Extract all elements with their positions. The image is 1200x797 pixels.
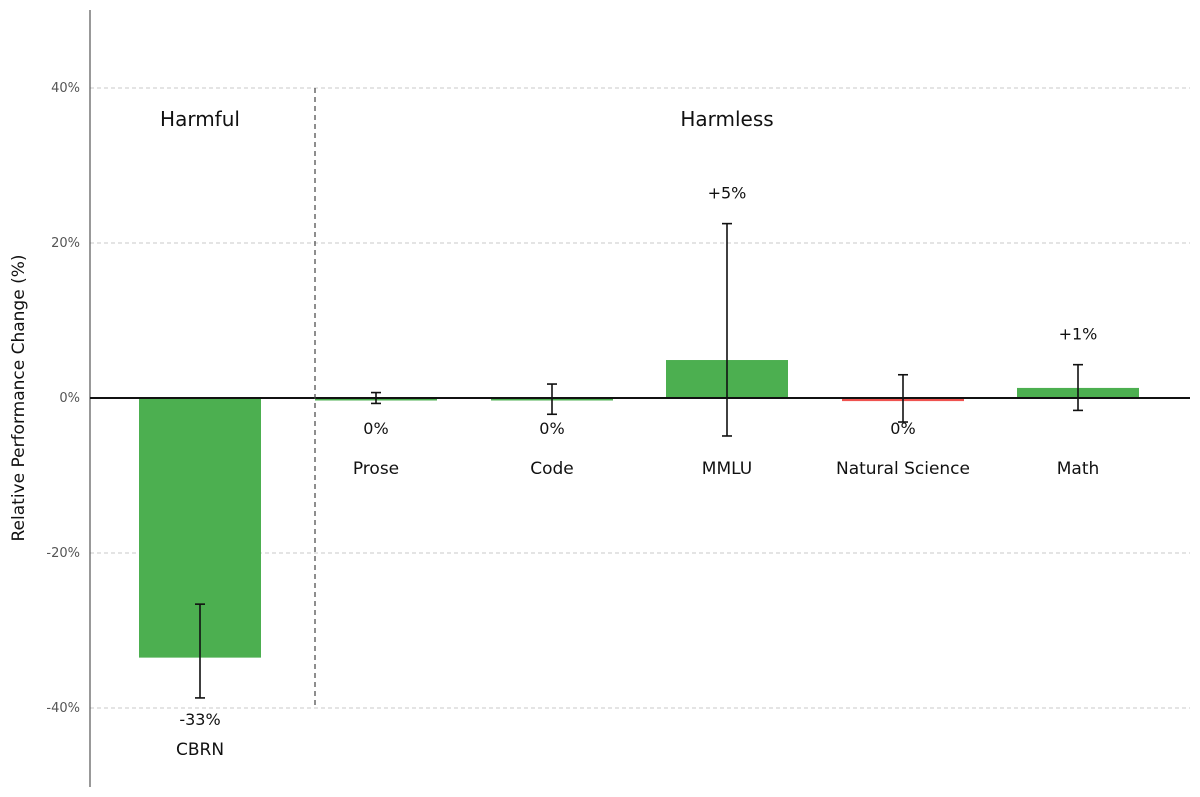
value-label: -33%: [179, 710, 220, 729]
y-tick-label: 20%: [51, 236, 80, 251]
y-tick-label: -40%: [46, 701, 80, 716]
y-tick-label: -20%: [46, 546, 80, 561]
error-bar: [547, 383, 557, 416]
category-label: Prose: [353, 459, 399, 479]
group-title-harmful: Harmful: [160, 107, 240, 131]
category-label: MMLU: [702, 459, 752, 479]
category-label: Code: [530, 459, 574, 479]
error-bar: [722, 222, 732, 437]
value-label: 0%: [890, 419, 915, 438]
y-tick-labels: 40% 20% 0% -20% -40%: [46, 81, 80, 716]
category-label: Math: [1057, 459, 1100, 479]
labels: -33% CBRN 0% Prose 0% Code +5% MMLU 0% Natural Sc…: [160, 107, 1099, 760]
y-axis-title: Relative Performance Change (%): [9, 255, 29, 542]
y-tick-label: 0%: [59, 391, 80, 406]
bars: [139, 360, 1139, 658]
error-bar: [195, 603, 205, 699]
grid-lines: [90, 87, 1190, 709]
category-label: Natural Science: [836, 459, 970, 479]
y-tick-label: 40%: [51, 81, 80, 96]
error-bar: [1073, 363, 1083, 412]
category-label: CBRN: [176, 740, 224, 760]
value-label: +1%: [1059, 325, 1098, 344]
group-title-harmless: Harmless: [680, 107, 773, 131]
value-label: 0%: [539, 419, 564, 438]
value-label: +5%: [708, 184, 747, 203]
value-label: 0%: [363, 419, 388, 438]
